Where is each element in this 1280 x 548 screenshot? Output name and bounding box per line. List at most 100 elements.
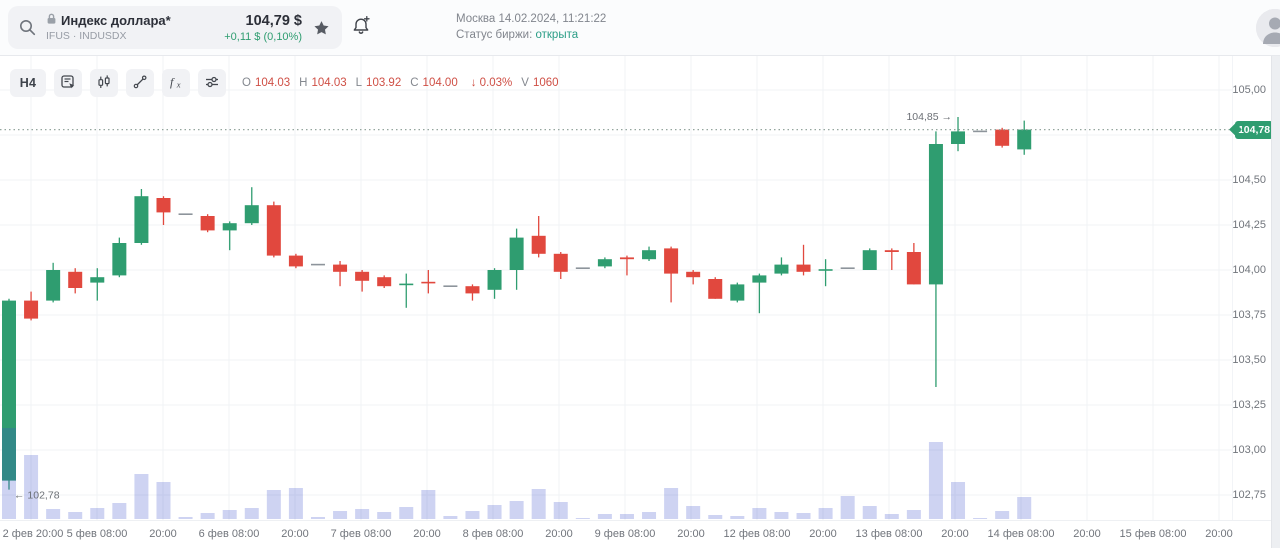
candle-body (862, 250, 877, 270)
volume-bar (928, 442, 943, 519)
exchange-status-label: Статус биржи: (456, 29, 533, 41)
time-axis-label: 20:00 (149, 528, 177, 540)
ohlc-value: ↓ 0.03% (470, 77, 513, 89)
clock-datetime: Москва 14.02.2024, 11:21:22 (456, 13, 607, 25)
volume-bar (752, 508, 767, 519)
ohlc-value: 104.03 (254, 77, 291, 89)
svg-text:f: f (170, 75, 175, 89)
candle-body (46, 270, 61, 301)
ohlc-value: 104.00 (422, 77, 458, 89)
candle-body (112, 243, 127, 276)
candle-body (642, 250, 657, 260)
search-icon (18, 18, 37, 37)
time-axis[interactable]: 2 фев 20:00 5 фев 08:00 20:00 6 фев 08:00 20… (0, 520, 1280, 548)
chart-style-button[interactable] (90, 69, 118, 97)
doji-bar (399, 283, 414, 286)
volume-bar (708, 515, 723, 519)
volume-bar (531, 489, 546, 519)
volume-bar (68, 512, 83, 519)
time-axis-label: 12 фев 08:00 (723, 528, 791, 540)
candle-body (951, 131, 966, 144)
doji-bar (818, 269, 833, 271)
candle-body (906, 252, 921, 285)
time-axis-label: 20:00 (1205, 528, 1233, 540)
instrument-title: Индекс доллара* (61, 13, 171, 28)
candle-body (1017, 129, 1032, 150)
time-axis-label: 20:00 (941, 528, 969, 540)
candle-body (68, 271, 83, 288)
volume-bar (730, 516, 745, 519)
ohlc-value: 104.03 (311, 77, 347, 89)
avatar[interactable] (1256, 9, 1280, 47)
ohlc-value: 1060 (532, 77, 559, 89)
time-axis-label: 8 фев 08:00 (462, 528, 524, 540)
volume-bar (333, 511, 348, 519)
volume-bar (24, 455, 39, 519)
candle-body (2, 300, 16, 481)
candle-body (531, 235, 546, 254)
drawing-tools-button[interactable] (126, 69, 154, 97)
volume-bar (487, 505, 502, 519)
time-axis-label: 20:00 (281, 528, 309, 540)
volume-bar (112, 503, 127, 519)
time-axis-label: 20:00 (1073, 528, 1101, 540)
volume-bar (906, 510, 921, 519)
time-axis-label: 14 фев 08:00 (987, 528, 1055, 540)
chart-region: 104,85 → ← 102,78 105,00 104,50 104,25 104,0… (0, 56, 1280, 548)
chart-layout-button[interactable] (54, 69, 82, 97)
price-block: 104,79 $ +0,11 $ (0,10%) (224, 13, 302, 43)
chart-settings-button[interactable] (198, 69, 226, 97)
time-axis-label: 20:00 (677, 528, 705, 540)
time-axis-label: 7 фев 08:00 (330, 528, 392, 540)
candle-body (553, 253, 568, 272)
volume-bar (664, 488, 679, 519)
price-axis-label: 103,00 (1232, 444, 1266, 456)
volume-bar (509, 501, 524, 519)
volume-bar (597, 514, 612, 519)
volume-bar (134, 474, 149, 519)
favorite-star-icon[interactable] (311, 18, 332, 38)
ohlc-label: H (299, 77, 308, 89)
candle-body (90, 277, 105, 283)
volume-bar (377, 512, 392, 519)
dash-bar (310, 263, 325, 266)
ohlc-label: O (242, 77, 251, 89)
volume-bar (355, 509, 370, 519)
dash-bar (575, 267, 590, 269)
price-axis[interactable]: 105,00 104,50 104,25 104,00 103,75 103,50 103,… (1232, 56, 1273, 520)
candle-body (222, 223, 237, 231)
volume-bar (1017, 497, 1032, 519)
candle-body (24, 300, 39, 319)
candle-body (774, 264, 789, 274)
candlestick-chart[interactable]: 104,85 → ← 102,78 (0, 56, 1280, 548)
instrument-ticker: IFUS · INDUSDX (46, 30, 127, 42)
volume-bar (443, 516, 458, 519)
candle-body (509, 237, 524, 270)
volume-bar (399, 507, 414, 519)
volume-bar (178, 517, 193, 519)
volume-bar (288, 488, 303, 519)
sliders-icon (204, 74, 220, 93)
candle-body (288, 255, 303, 267)
volume-bar (973, 518, 988, 519)
price-axis-label: 102,75 (1232, 489, 1266, 501)
time-axis-label: 13 фев 08:00 (855, 528, 923, 540)
topbar: Индекс доллара* IFUS · INDUSDX 104,79 $ … (0, 0, 1280, 56)
candle-body (465, 286, 480, 294)
time-axis-label: 20:00 (413, 528, 441, 540)
instrument-info: Индекс доллара* IFUS · INDUSDX (46, 13, 171, 42)
alert-bell-button[interactable] (350, 15, 372, 37)
timeframe-button[interactable]: H4 (10, 69, 46, 97)
ohlc-readout: O 104.03 H 104.03 L 103.92 C 104.00 ↓ 0.03% … (242, 77, 568, 89)
current-price-tag: 104,78 (1235, 120, 1273, 139)
candle-body (752, 275, 767, 283)
instrument-selector[interactable]: Индекс доллара* IFUS · INDUSDX 104,79 $ … (8, 6, 342, 49)
svg-text:x: x (176, 79, 181, 89)
doji-bar (421, 281, 436, 284)
ohlc-label: V (521, 77, 529, 89)
ohlc-value: 103.92 (366, 77, 402, 89)
candle-body (619, 257, 634, 260)
